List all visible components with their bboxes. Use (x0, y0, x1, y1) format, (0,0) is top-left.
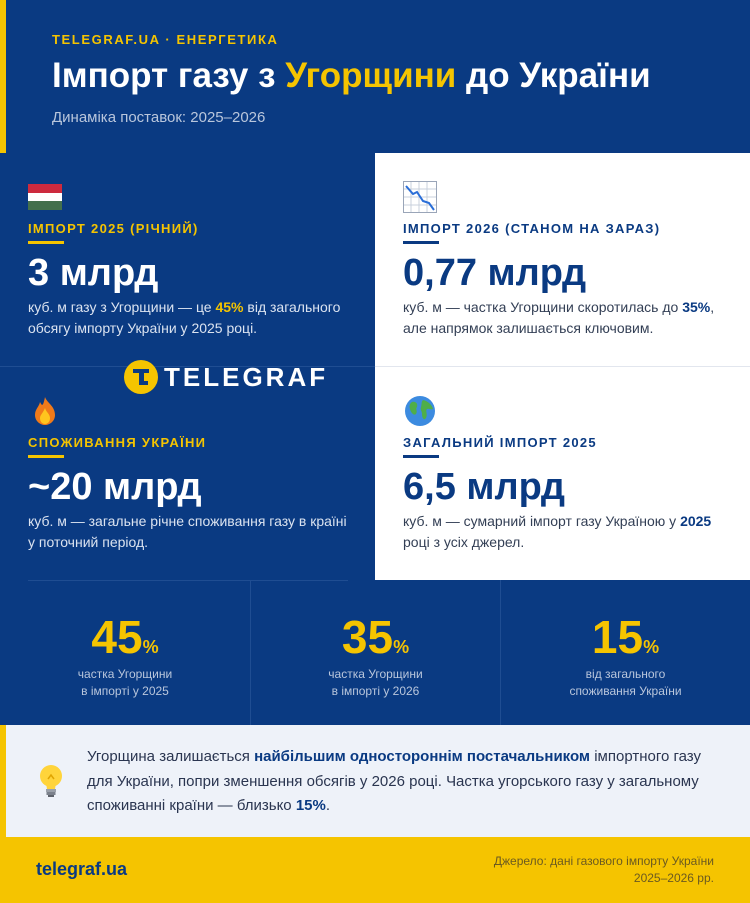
stat-item: 35% частка Угорщини в імпорті у 2026 (250, 580, 500, 725)
title-part-1: Імпорт газу з (52, 56, 286, 95)
footer: telegraf.ua Джерело: дані газового імпор… (0, 837, 750, 903)
header-kicker: TELEGRAF.UA · ЕНЕРГЕТИКА (52, 32, 279, 47)
title-highlight: Угорщини (285, 56, 457, 95)
page-title: Імпорт газу з Угорщини до України (52, 56, 651, 96)
card-import-2025: ІМПОРТ 2025 (РІЧНИЙ) 3 млрд куб. м газу … (0, 153, 375, 367)
telegraf-logo: TELEGRAF (124, 360, 328, 394)
card-description: куб. м газу з Угорщини — це 45% від зага… (28, 299, 341, 336)
card-value: 0,77 млрд (403, 252, 587, 294)
stat-item: 15% від загального споживання України (500, 580, 750, 725)
card-description: куб. м — загальне річне споживання газу … (28, 513, 347, 550)
summary-note: Угорщина залишається найбільшим одностор… (0, 725, 750, 837)
header: TELEGRAF.UA · ЕНЕРГЕТИКА Імпорт газу з У… (0, 0, 750, 153)
card-highlight: 35% (682, 299, 711, 315)
card-label: ІМПОРТ 2026 (СТАНОМ НА ЗАРАЗ) (403, 221, 661, 236)
light-bulb-icon (36, 763, 66, 807)
card-value: ~20 млрд (28, 466, 202, 508)
stat-caption: частка Угорщини в імпорті у 2026 (328, 667, 423, 698)
stats-row: 45% частка Угорщини в імпорті у 2025 35% … (0, 580, 750, 725)
stat-caption: від загального споживання України (569, 667, 682, 698)
stats-top-divider (28, 580, 348, 581)
card-highlight: 45% (215, 299, 244, 315)
card-underline (28, 241, 64, 244)
stat-item: 45% частка Угорщини в імпорті у 2025 (0, 580, 250, 725)
header-accent-bar (0, 0, 6, 153)
note-text: Угорщина залишається найбільшим одностор… (87, 748, 702, 814)
card-description: куб. м — сумарний імпорт газу Україною у… (403, 513, 712, 550)
card-label: ЗАГАЛЬНИЙ ІМПОРТ 2025 (403, 435, 597, 450)
card-value: 6,5 млрд (403, 466, 566, 508)
card-underline (403, 455, 439, 458)
footer-site-link[interactable]: telegraf.ua (36, 859, 128, 879)
card-total-import: ЗАГАЛЬНИЙ ІМПОРТ 2025 6,5 млрд куб. м — … (375, 367, 750, 581)
telegraf-logo-text: TELEGRAF (164, 361, 329, 392)
card-description: куб. м — частка Угорщини скоротилась до … (403, 299, 715, 336)
card-label: ІМПОРТ 2025 (РІЧНИЙ) (28, 221, 199, 236)
card-value: 3 млрд (28, 252, 159, 294)
stat-value: 35% (341, 611, 410, 663)
card-highlight: 2025 (680, 513, 712, 529)
card-divider (375, 366, 750, 367)
telegraf-logo-mark-icon (124, 360, 158, 394)
globe-icon (403, 395, 437, 427)
stat-value: 45% (91, 611, 159, 663)
card-import-2026: ІМПОРТ 2026 (СТАНОМ НА ЗАРАЗ) 0,77 млрд … (375, 153, 750, 367)
fire-icon (28, 395, 62, 427)
hungary-flag-icon (28, 181, 62, 213)
footer-source: Джерело: дані газового імпорту України 20… (493, 854, 714, 885)
title-part-2: до України (456, 56, 651, 95)
card-underline (28, 455, 64, 458)
card-consumption: СПОЖИВАННЯ УКРАЇНИ ~20 млрд куб. м — заг… (0, 367, 375, 581)
stat-caption: частка Угорщини в імпорті у 2025 (77, 667, 173, 698)
stat-value: 15% (591, 611, 660, 663)
page-subtitle: Динаміка поставок: 2025–2026 (52, 109, 266, 126)
chart-decreasing-icon (403, 181, 437, 213)
card-underline (403, 241, 439, 244)
card-divider (0, 366, 375, 367)
note-accent-bar (0, 725, 6, 837)
card-label: СПОЖИВАННЯ УКРАЇНИ (28, 435, 207, 450)
